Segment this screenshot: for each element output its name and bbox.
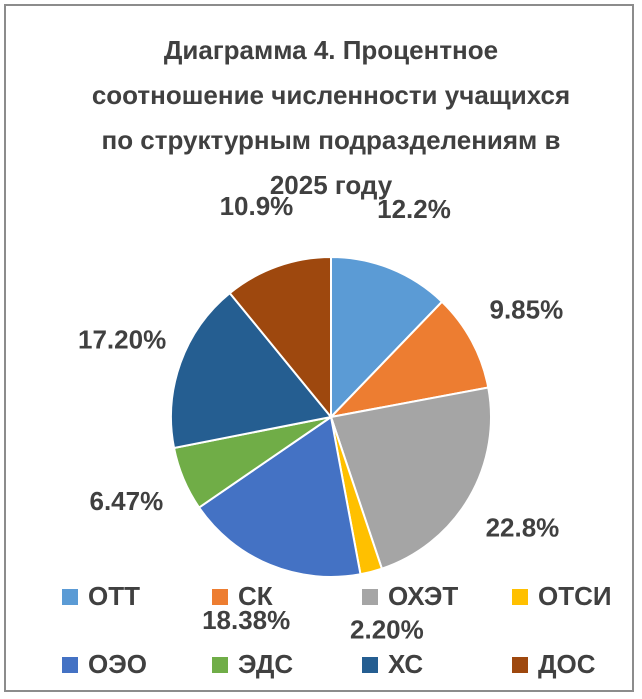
data-label: 10.9% — [220, 191, 294, 221]
legend-swatch — [62, 589, 78, 605]
legend-swatch — [62, 657, 78, 673]
legend-label: ОХЭТ — [388, 581, 458, 611]
legend-label: ЭДС — [238, 649, 293, 679]
chart-title: Диаграмма 4. Процентное соотношение числ… — [91, 35, 571, 200]
chart-frame — [4, 4, 634, 692]
legend-swatch — [362, 657, 378, 673]
legend-label: ДОС — [538, 649, 596, 679]
data-label: 2.20% — [350, 615, 424, 645]
data-label: 22.8% — [486, 512, 560, 542]
legend-swatch — [512, 589, 528, 605]
legend-swatch — [212, 657, 228, 673]
pie-slice — [228, 255, 332, 420]
legend-swatch — [362, 589, 378, 605]
pie-slice — [330, 255, 444, 420]
legend-swatch — [212, 589, 228, 605]
data-label: 18.38% — [202, 605, 290, 635]
data-label: 6.47% — [89, 486, 163, 516]
legend-swatch — [512, 657, 528, 673]
data-label: 9.85% — [490, 294, 564, 324]
data-label: 17.20% — [78, 325, 166, 355]
legend-label: СК — [238, 581, 273, 611]
pie-slice — [170, 291, 333, 450]
pie-slice — [197, 415, 362, 578]
legend-label: ОТТ — [88, 581, 140, 611]
pie-slice — [329, 386, 492, 570]
legend-label: ХС — [388, 649, 423, 679]
legend-label: ОТСИ — [538, 581, 612, 611]
pie-slice — [328, 300, 490, 419]
legend-label: ОЭО — [88, 649, 147, 679]
data-label: 12.2% — [377, 194, 451, 224]
